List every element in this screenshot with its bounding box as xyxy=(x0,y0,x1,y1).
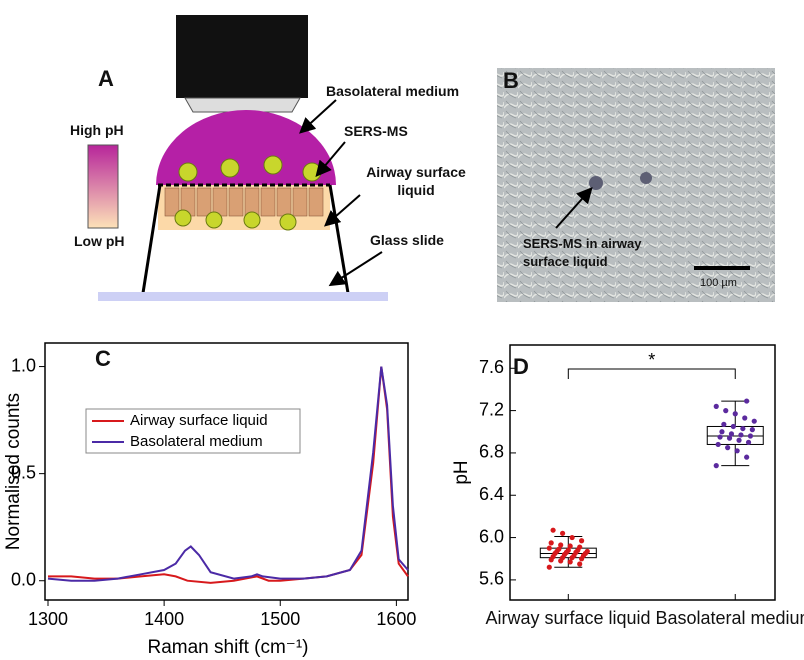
data-point xyxy=(726,435,733,441)
data-point xyxy=(730,423,736,430)
y-tick-label: 0.0 xyxy=(11,569,36,589)
objective xyxy=(176,15,308,98)
y-tick-label: 7.2 xyxy=(479,399,504,419)
significance-bracket xyxy=(567,368,736,379)
data-point xyxy=(732,411,738,417)
medium-dome xyxy=(156,110,336,185)
insert-wall xyxy=(141,184,162,294)
panel-label: C xyxy=(95,346,111,371)
data-point xyxy=(740,425,746,432)
data-point xyxy=(558,542,564,548)
sers-particle xyxy=(589,176,603,190)
data-point xyxy=(744,398,750,404)
panel-label: D xyxy=(513,354,529,379)
series-line xyxy=(47,366,409,582)
data-point xyxy=(721,421,727,427)
panel-label: B xyxy=(503,68,519,93)
y-tick-label: 6.0 xyxy=(479,526,504,546)
data-point xyxy=(744,454,750,460)
data-point xyxy=(749,427,755,433)
scale-bar-label: 100 µm xyxy=(700,277,737,289)
plot-frame xyxy=(44,342,409,601)
data-point xyxy=(550,527,556,533)
data-point xyxy=(728,431,735,437)
x-tick-label: Airway surface liquid xyxy=(485,608,651,628)
annotation: SERS-MS xyxy=(344,123,408,139)
significance-label: * xyxy=(648,350,655,370)
data-point xyxy=(567,543,573,549)
data-point xyxy=(584,548,590,554)
data-point xyxy=(565,547,571,553)
ph-scale xyxy=(87,144,119,229)
micrograph xyxy=(497,68,775,302)
data-point xyxy=(546,564,552,570)
data-point xyxy=(577,561,583,567)
data-point xyxy=(745,439,752,445)
data-point xyxy=(736,437,742,443)
lens xyxy=(184,97,301,113)
data-point xyxy=(725,445,731,451)
data-point xyxy=(556,546,562,552)
annotation: SERS-MS in airway surface liquid xyxy=(523,236,642,269)
micrograph-b xyxy=(497,68,775,302)
legend-label: Airway surface liquid xyxy=(130,412,268,429)
data-point xyxy=(715,441,721,448)
data-point xyxy=(569,534,575,541)
data-point xyxy=(719,429,725,435)
x-tick-label: 1300 xyxy=(28,609,68,629)
y-tick-label: 1.0 xyxy=(11,355,36,375)
data-point xyxy=(560,530,566,536)
data-point xyxy=(577,544,583,550)
scale-low: Low pH xyxy=(74,233,125,249)
scale-high: High pH xyxy=(70,122,124,138)
data-point xyxy=(751,418,757,424)
legend-label: Basolateral medium xyxy=(130,433,263,450)
data-point xyxy=(579,538,585,544)
data-point xyxy=(723,408,729,414)
data-point xyxy=(548,540,554,546)
x-tick-label: 1600 xyxy=(376,609,416,629)
data-point xyxy=(713,463,719,469)
annotation: Glass slide xyxy=(370,232,444,248)
insert-wall xyxy=(328,184,350,294)
y-axis-label: pH xyxy=(451,460,472,484)
data-point xyxy=(717,434,723,440)
legend-box xyxy=(85,408,301,454)
y-tick-label: 6.4 xyxy=(479,484,504,504)
arrows xyxy=(299,99,383,287)
x-tick-label: Basolateral medium xyxy=(655,608,804,628)
panel-label: A xyxy=(98,66,114,91)
data-point xyxy=(734,448,740,454)
y-tick-label: 0.5 xyxy=(11,462,36,482)
data-point xyxy=(567,559,573,565)
diagram-a xyxy=(87,15,388,301)
arrow xyxy=(555,187,593,229)
y-tick-label: 5.6 xyxy=(479,569,504,589)
x-axis-label: Raman shift (cm⁻¹) xyxy=(148,637,309,658)
y-tick-label: 6.8 xyxy=(479,442,504,462)
series-line xyxy=(48,366,409,584)
data-point xyxy=(742,415,748,421)
plot-frame xyxy=(509,344,776,601)
annotation: Basolateral medium xyxy=(326,83,460,99)
y-tick-label: 7.6 xyxy=(479,357,504,377)
data-point xyxy=(713,403,719,409)
data-point xyxy=(738,432,744,438)
x-tick-label: 1500 xyxy=(260,609,300,629)
annotation: Airway surface liquid xyxy=(366,164,466,198)
x-tick-label: 1400 xyxy=(144,609,184,629)
data-point xyxy=(546,545,552,551)
data-point xyxy=(747,433,754,439)
y-axis-label: Normalised counts xyxy=(3,393,24,550)
sers-particle xyxy=(640,172,652,184)
cells xyxy=(164,187,324,217)
glass-slide xyxy=(98,292,388,301)
